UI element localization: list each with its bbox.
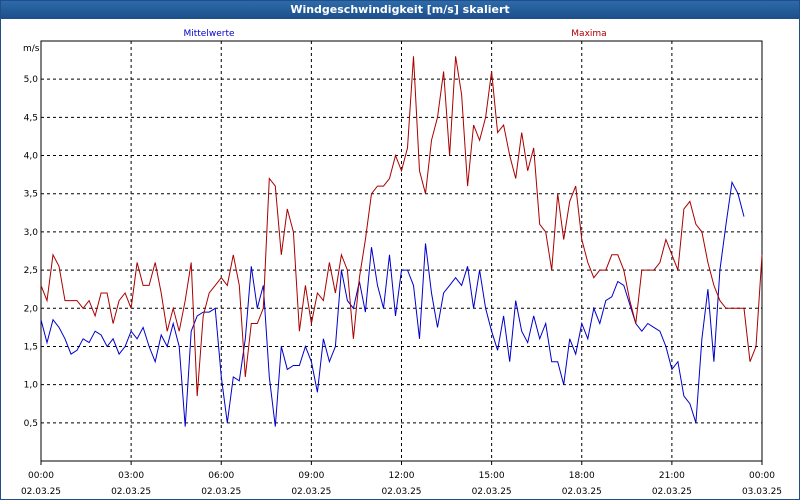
y-tick-label: 3,5 xyxy=(24,190,38,200)
x-tick-time: 00:00 xyxy=(749,471,775,481)
y-tick-label: 3,0 xyxy=(24,228,39,238)
x-tick-date: 02.03.25 xyxy=(652,487,692,497)
x-tick-date: 02.03.25 xyxy=(111,487,151,497)
x-tick-date: 02.03.25 xyxy=(472,487,512,497)
x-tick-time: 03:00 xyxy=(118,471,144,481)
x-tick-time: 21:00 xyxy=(659,471,685,481)
x-tick-time: 09:00 xyxy=(298,471,324,481)
y-tick-label: 5,0 xyxy=(24,75,39,85)
series-lines xyxy=(40,56,763,427)
legend-mittelwerte: Mittelwerte xyxy=(183,29,234,39)
x-axis: 00:00 02.03.25 03:00 02.03.25 06:00 02.03.25 0… xyxy=(21,461,782,497)
y-tick-label: 1,5 xyxy=(24,342,38,352)
y-tick-label: 2,5 xyxy=(24,266,38,276)
series-line-maxima xyxy=(40,56,763,397)
legend-maxima: Maxima xyxy=(571,29,606,39)
x-tick-time: 18:00 xyxy=(569,471,595,481)
x-tick-date: 02.03.25 xyxy=(291,487,331,497)
y-axis: 0,5 1,0 1,5 2,0 2,5 3,0 3,5 4,0 4,5 5,0 xyxy=(24,75,39,429)
x-tick-time: 06:00 xyxy=(208,471,234,481)
x-tick-date: 02.03.25 xyxy=(201,487,241,497)
x-tick-date: 02.03.25 xyxy=(562,487,602,497)
x-tick-date: 02.03.25 xyxy=(381,487,421,497)
y-tick-label: 0,5 xyxy=(24,419,38,429)
x-tick-date: 02.03.25 xyxy=(21,487,61,497)
y-tick-label: 1,0 xyxy=(24,381,39,391)
y-tick-label: 4,5 xyxy=(24,113,38,123)
x-tick-time: 15:00 xyxy=(479,471,505,481)
x-tick-time: 12:00 xyxy=(389,471,415,481)
y-tick-label: 2,0 xyxy=(24,304,39,314)
x-tick-date: 03.03.25 xyxy=(742,487,782,497)
series-line-mittelwerte xyxy=(40,180,745,427)
y-tick-label: 4,0 xyxy=(24,152,39,162)
y-axis-label: m/s xyxy=(23,44,40,54)
x-tick-time: 00:00 xyxy=(28,471,54,481)
window-title: Windgeschwindigkeit [m/s] skaliert xyxy=(1,1,799,19)
